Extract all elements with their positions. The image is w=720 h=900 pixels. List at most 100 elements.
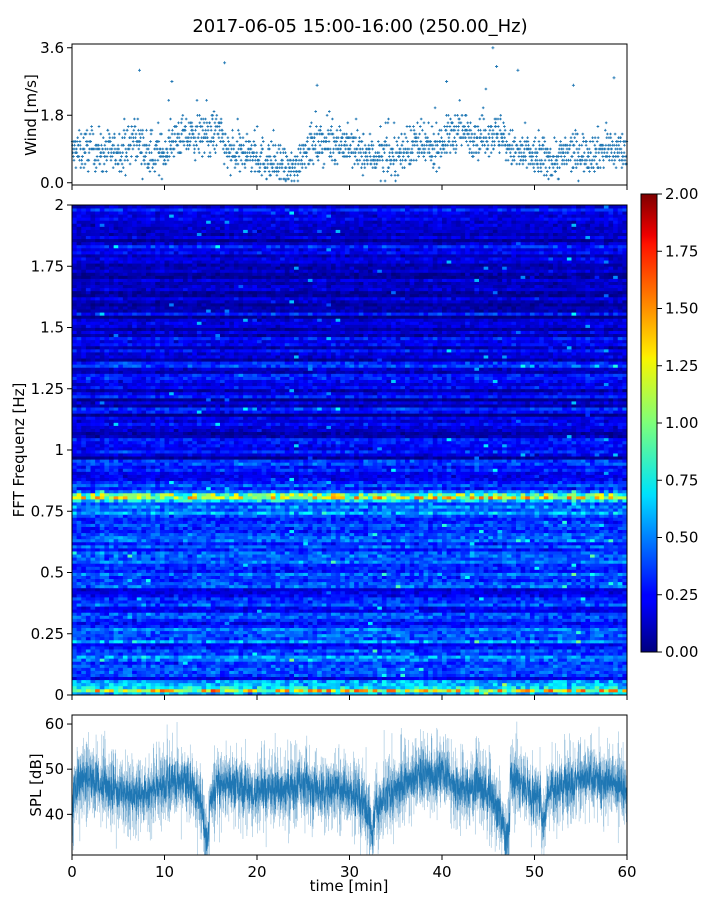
heatmap-cell bbox=[595, 655, 600, 658]
heatmap-cell bbox=[377, 683, 382, 686]
heatmap-cell bbox=[104, 569, 109, 572]
heatmap-cell bbox=[599, 634, 604, 637]
heatmap-cell bbox=[567, 661, 572, 664]
heatmap-cell bbox=[118, 667, 123, 670]
heatmap-cell bbox=[229, 658, 234, 661]
heatmap-cell bbox=[326, 579, 331, 582]
heatmap-cell bbox=[405, 628, 410, 631]
heatmap-cell bbox=[100, 597, 105, 600]
heatmap-cell bbox=[576, 667, 581, 670]
heatmap-cell bbox=[465, 680, 470, 683]
heatmap-cell bbox=[155, 600, 160, 603]
heatmap-cell bbox=[525, 606, 530, 609]
heatmap-cell bbox=[465, 686, 470, 689]
heatmap-cell bbox=[396, 677, 401, 680]
heatmap-cell bbox=[419, 631, 424, 634]
heatmap-cell bbox=[456, 643, 461, 646]
heatmap-cell bbox=[91, 612, 96, 615]
heatmap-cell bbox=[239, 600, 244, 603]
heatmap-cell bbox=[354, 637, 359, 640]
heatmap-cell bbox=[72, 615, 77, 618]
heatmap-cell bbox=[123, 566, 128, 569]
heatmap-cell bbox=[77, 622, 82, 625]
heatmap-cell bbox=[100, 640, 105, 643]
heatmap-cell bbox=[132, 661, 137, 664]
heatmap-cell bbox=[484, 664, 489, 667]
heatmap-cell bbox=[410, 569, 415, 572]
heatmap-cell bbox=[354, 585, 359, 588]
heatmap-cell bbox=[428, 664, 433, 667]
heatmap-cell bbox=[581, 597, 586, 600]
heatmap-cell bbox=[419, 600, 424, 603]
heatmap-cell bbox=[225, 569, 230, 572]
heatmap-cell bbox=[470, 600, 475, 603]
heatmap-cell bbox=[400, 658, 405, 661]
heatmap-cell bbox=[151, 628, 156, 631]
heatmap-cell bbox=[285, 661, 290, 664]
heatmap-cell bbox=[567, 677, 572, 680]
heatmap-cell bbox=[609, 646, 614, 649]
heatmap-cell bbox=[368, 615, 373, 618]
heatmap-cell bbox=[183, 585, 188, 588]
heatmap-cell bbox=[331, 655, 336, 658]
heatmap-cell bbox=[234, 628, 239, 631]
heatmap-cell bbox=[141, 631, 146, 634]
heatmap-cell bbox=[271, 585, 276, 588]
heatmap-cell bbox=[599, 573, 604, 576]
heatmap-cell bbox=[507, 680, 512, 683]
heatmap-cell bbox=[271, 628, 276, 631]
heatmap-cell bbox=[382, 622, 387, 625]
heatmap-cell bbox=[202, 591, 207, 594]
heatmap-cell bbox=[350, 661, 355, 664]
heatmap-cell bbox=[424, 597, 429, 600]
heatmap-cell bbox=[322, 677, 327, 680]
heatmap-cell bbox=[81, 573, 86, 576]
heatmap-cell bbox=[363, 646, 368, 649]
heatmap-cell bbox=[294, 646, 299, 649]
heatmap-cell bbox=[530, 579, 535, 582]
heatmap-cell bbox=[345, 600, 350, 603]
heatmap-cell bbox=[206, 582, 211, 585]
heatmap-cell bbox=[400, 655, 405, 658]
heatmap-cell bbox=[484, 582, 489, 585]
heatmap-cell bbox=[521, 674, 526, 677]
heatmap-cell bbox=[447, 612, 452, 615]
heatmap-cell bbox=[340, 655, 345, 658]
heatmap-cell bbox=[368, 603, 373, 606]
heatmap-cell bbox=[345, 573, 350, 576]
heatmap-cell bbox=[118, 582, 123, 585]
heatmap-cell bbox=[155, 637, 160, 640]
heatmap-cell bbox=[188, 643, 193, 646]
heatmap-cell bbox=[86, 600, 91, 603]
heatmap-cell bbox=[155, 585, 160, 588]
heatmap-cell bbox=[248, 615, 253, 618]
heatmap-cell bbox=[391, 674, 396, 677]
heatmap-cell bbox=[225, 680, 230, 683]
heatmap-cell bbox=[521, 579, 526, 582]
heatmap-cell bbox=[590, 686, 595, 689]
heatmap-cell bbox=[160, 603, 165, 606]
heatmap-cell bbox=[243, 640, 248, 643]
heatmap-cell bbox=[206, 637, 211, 640]
heatmap-cell bbox=[114, 683, 119, 686]
heatmap-cell bbox=[609, 582, 614, 585]
heatmap-cell bbox=[155, 689, 160, 692]
heatmap-cell bbox=[470, 634, 475, 637]
heatmap-cell bbox=[465, 585, 470, 588]
y-tick-label: 3.6 bbox=[40, 39, 64, 57]
heatmap-cell bbox=[609, 655, 614, 658]
heatmap-cell bbox=[202, 664, 207, 667]
heatmap-cell bbox=[498, 683, 503, 686]
heatmap-cell bbox=[576, 661, 581, 664]
heatmap-cell bbox=[141, 686, 146, 689]
heatmap-cell bbox=[530, 606, 535, 609]
heatmap-cell bbox=[86, 674, 91, 677]
heatmap-cell bbox=[118, 600, 123, 603]
heatmap-cell bbox=[220, 569, 225, 572]
heatmap-cell bbox=[280, 689, 285, 692]
heatmap-cell bbox=[451, 680, 456, 683]
heatmap-cell bbox=[178, 689, 183, 692]
heatmap-cell bbox=[322, 686, 327, 689]
heatmap-cell bbox=[178, 618, 183, 621]
heatmap-cell bbox=[345, 667, 350, 670]
